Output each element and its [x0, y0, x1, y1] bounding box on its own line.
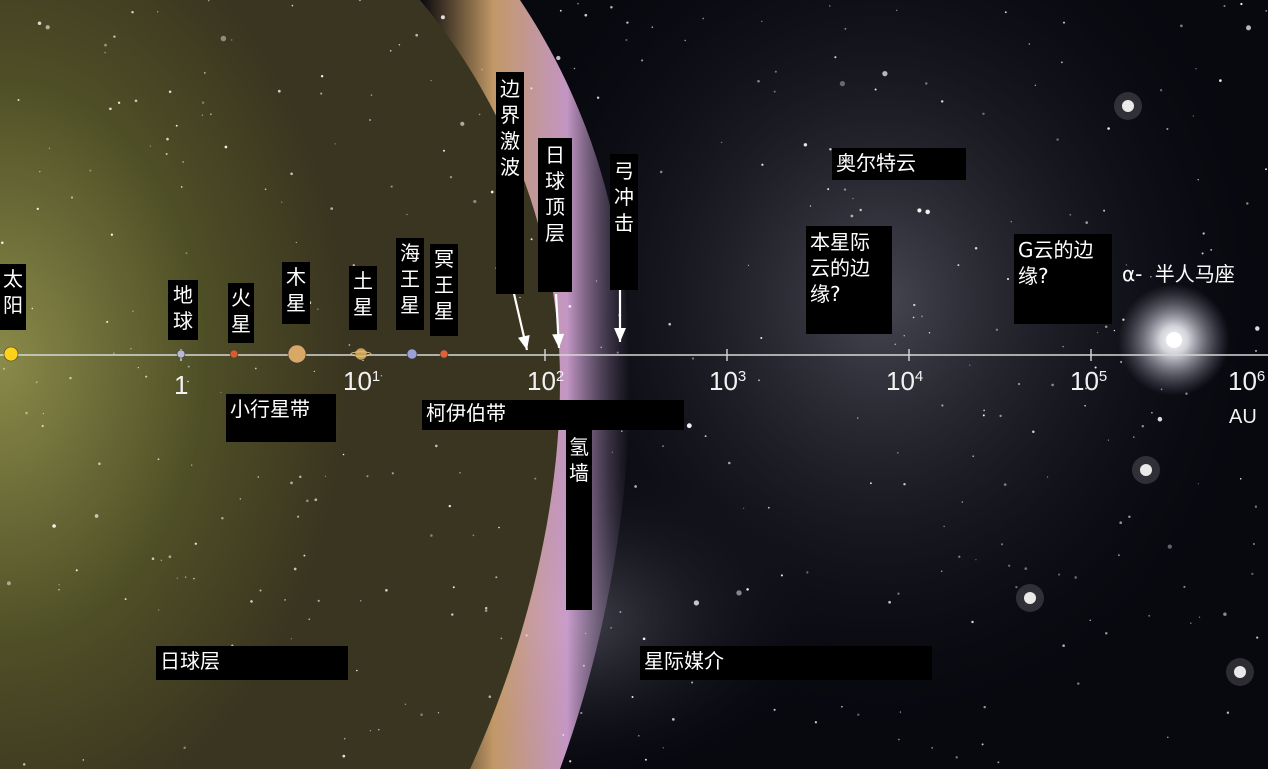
tick-label-10e1: 101 — [343, 366, 381, 396]
label-bow-shock: 弓冲击 — [610, 154, 638, 290]
label-kuiper-belt: 柯伊伯带 — [422, 400, 684, 430]
neptune-icon — [406, 348, 418, 360]
label-heliopause: 日球顶层 — [538, 138, 572, 292]
arrow-head-icon — [518, 335, 530, 350]
tick-label-10e6: 106 — [1228, 366, 1266, 396]
tick-label-1: 1 — [174, 370, 189, 400]
label-alpha-centauri: α- 半人马座 — [1122, 258, 1235, 287]
tick-label-10e4: 104 — [886, 366, 924, 396]
axis-unit-label: AU — [1229, 406, 1257, 428]
label-interstellar-medium: 星际媒介 — [640, 646, 932, 680]
jupiter-icon — [287, 344, 307, 364]
label-asteroid-belt: 小行星带 — [226, 394, 336, 442]
label-g-cloud-edge: G云的边缘? — [1014, 234, 1112, 324]
label-pluto: 冥王星 — [430, 244, 458, 336]
label-oort-cloud: 奥尔特云 — [832, 148, 966, 180]
label-sun: 太阳 — [0, 264, 26, 330]
arrow-head-icon — [552, 333, 565, 348]
alpha-name: 半人马座 — [1154, 262, 1235, 286]
label-local-cloud-edge: 本星际云的边缘? — [806, 226, 892, 334]
mars-icon — [229, 349, 239, 359]
alpha-centauri-star-icon — [1166, 332, 1182, 348]
pluto-icon — [439, 349, 449, 359]
label-heliosphere: 日球层 — [156, 646, 348, 680]
sun-icon — [3, 346, 19, 362]
tick-label-10e3: 103 — [709, 366, 747, 396]
label-hydrogen-wall: 氢墙 — [566, 430, 592, 610]
saturn-icon — [354, 347, 368, 361]
arrow-head-icon — [614, 328, 626, 342]
earth-icon — [176, 349, 186, 359]
label-termination-shock: 边界激波 — [496, 72, 524, 294]
alpha-prefix: α- — [1122, 262, 1143, 286]
label-earth: 地球 — [168, 280, 198, 340]
label-saturn: 土星 — [349, 266, 377, 330]
saturn-ring-icon — [350, 351, 372, 357]
tick-label-10e5: 105 — [1070, 366, 1108, 396]
label-jupiter: 木星 — [282, 262, 310, 324]
label-neptune: 海王星 — [396, 238, 424, 330]
tick-label-10e2: 102 — [527, 366, 565, 396]
label-mars: 火星 — [228, 283, 254, 343]
